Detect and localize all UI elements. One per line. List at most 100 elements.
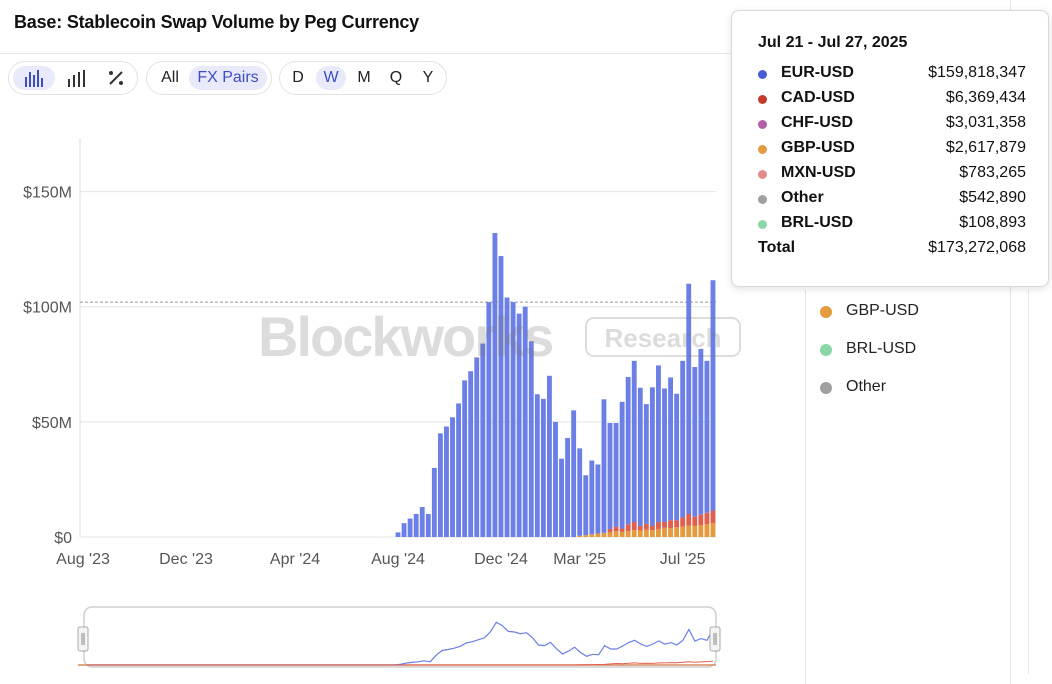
- filter-fx-pairs-button[interactable]: FX Pairs: [189, 66, 267, 90]
- tooltip-total-value: $173,272,068: [928, 239, 1026, 256]
- bar: [668, 528, 673, 537]
- bar: [686, 283, 692, 514]
- x-tick-label: Mar '25: [553, 551, 606, 568]
- bar: [577, 535, 583, 537]
- bar: [407, 518, 413, 537]
- bar: [565, 437, 571, 537]
- tooltip-series-name: GBP-USD: [781, 139, 855, 156]
- period-m-button[interactable]: M: [357, 69, 371, 86]
- bar: [571, 410, 577, 537]
- y-tick-label: $0: [54, 530, 72, 547]
- period-w-button[interactable]: W: [316, 66, 346, 90]
- tooltip-series-value: $108,893: [959, 214, 1026, 231]
- bar: [504, 297, 510, 537]
- bar: [662, 522, 667, 528]
- period-y-button[interactable]: Y: [422, 69, 434, 86]
- bar: [510, 302, 516, 537]
- bar: [625, 376, 631, 525]
- bar: [704, 524, 710, 537]
- bar: [631, 522, 637, 531]
- tooltip-dot: [758, 195, 767, 204]
- bar: [540, 398, 546, 537]
- y-tick-label: $100M: [23, 300, 72, 317]
- tooltip-series-name: CAD-USD: [781, 89, 855, 106]
- x-tick-label: Aug '23: [56, 551, 110, 568]
- watermark-tag: Research: [604, 323, 721, 353]
- bar: [674, 520, 680, 528]
- tooltip: Jul 21 - Jul 27, 2025 EUR-USD $159,818,34…: [731, 10, 1049, 287]
- bar: [522, 306, 528, 537]
- bar: [704, 360, 710, 513]
- bar: [468, 371, 474, 537]
- bar: [649, 530, 655, 537]
- x-tick-label: Apr '24: [270, 551, 320, 568]
- tooltip-dot: [758, 220, 767, 229]
- filter-all-button[interactable]: All: [161, 69, 179, 86]
- bar: [444, 426, 449, 537]
- bar: [631, 360, 637, 523]
- bar: [474, 357, 480, 537]
- bar: [619, 401, 625, 529]
- right-panel-border: [1010, 0, 1052, 684]
- navigator-series-secondary: [87, 660, 714, 666]
- bar: [528, 341, 534, 537]
- bar: [692, 525, 698, 537]
- bar: [413, 513, 419, 537]
- stacked-bar-button[interactable]: [59, 66, 95, 90]
- tooltip-series-name: CHF-USD: [781, 114, 853, 131]
- watermark: Blockworks Research: [258, 305, 741, 368]
- bar: [613, 531, 619, 537]
- bar: [692, 367, 698, 517]
- tooltip-series-value: $6,369,434: [945, 89, 1026, 106]
- bar: [619, 528, 625, 532]
- period-q-button[interactable]: Q: [389, 69, 403, 86]
- bar: [656, 365, 661, 523]
- bar: [637, 387, 643, 526]
- bar: [710, 510, 716, 524]
- bar: [625, 531, 631, 537]
- navigator-handle-right[interactable]: [709, 626, 721, 652]
- page-title: Base: Stablecoin Swap Volume by Peg Curr…: [14, 12, 419, 32]
- bar: [656, 522, 661, 529]
- bar: [607, 423, 613, 529]
- bar: [680, 526, 686, 537]
- bar: [516, 313, 522, 537]
- bar: [607, 528, 613, 533]
- legend-dot: [820, 382, 832, 394]
- period-d-button[interactable]: D: [292, 69, 304, 86]
- legend-label: Other: [846, 378, 887, 395]
- tooltip-dot: [758, 70, 767, 79]
- tooltip-total-label: Total: [758, 239, 796, 256]
- bar: [492, 233, 498, 538]
- navigator-handle-left[interactable]: [77, 626, 89, 652]
- bar: [680, 517, 686, 527]
- tooltip-row: Other $542,890: [758, 189, 1026, 211]
- tooltip-dot: [758, 95, 767, 104]
- x-tick-label: Dec '24: [474, 551, 528, 568]
- bar: [686, 525, 692, 537]
- bar: [395, 532, 401, 537]
- tooltip-row: CHF-USD $3,031,358: [758, 114, 1026, 136]
- tooltip-total-row: Total $173,272,068: [758, 239, 1026, 261]
- bar: [401, 523, 407, 537]
- bar-chart-button[interactable]: [13, 66, 55, 90]
- x-tick-label: Dec '23: [159, 551, 213, 568]
- tooltip-series-name: BRL-USD: [781, 214, 853, 231]
- percent-button[interactable]: [99, 66, 133, 90]
- bar: [480, 343, 486, 537]
- tooltip-row: MXN-USD $783,265: [758, 164, 1026, 186]
- bar: [607, 532, 613, 537]
- tooltip-row: BRL-USD $108,893: [758, 214, 1026, 236]
- tooltip-title: Jul 21 - Jul 27, 2025: [758, 34, 908, 51]
- bar: [637, 525, 643, 531]
- bar: [601, 532, 607, 537]
- legend-dot: [820, 306, 832, 318]
- bar: [595, 533, 601, 537]
- chart-type-group: [8, 61, 138, 95]
- bar: [643, 529, 649, 537]
- bar: [643, 523, 649, 530]
- bar: [649, 525, 655, 531]
- bar: [710, 523, 716, 537]
- bar: [486, 302, 492, 537]
- tooltip-dot: [758, 170, 767, 179]
